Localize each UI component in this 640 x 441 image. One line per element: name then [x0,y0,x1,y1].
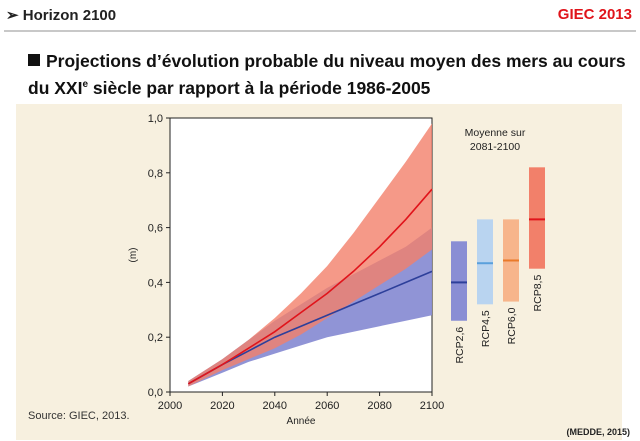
bar-label-rcp6-0: RCP6,0 [506,307,518,344]
heading-line-2-post: siècle par rapport à la période 1986-200… [88,77,431,98]
side-panel-title-2: 2081-2100 [470,141,520,153]
heading-line-1: Projections d’évolution probable du nive… [28,50,628,73]
x-tick-label: 2100 [420,400,444,412]
y-tick-label: 0,6 [148,223,163,235]
x-axis-label: Année [287,416,316,427]
source-caption: Source: GIEC, 2013. [28,410,130,422]
x-tick-label: 2000 [158,400,182,412]
x-tick-label: 2020 [210,400,234,412]
footer-credit: (MEDDE, 2015) [566,427,630,437]
y-axis-label: (m) [128,248,139,263]
side-panel-title-1: Moyenne sur [465,127,526,139]
report-label: GIEC 2013 [557,6,632,23]
mean-line-rcp8-5 [187,188,433,385]
bar-label-rcp2-6: RCP2,6 [454,327,466,364]
section-title: ➢ Horizon 2100 [6,6,116,24]
x-tick-label: 2080 [367,400,391,412]
heading-superscript: e [82,79,89,90]
bar-label-rcp8-5: RCP8,5 [532,275,544,312]
range-bar-rcp8-5 [529,167,545,269]
top-bar: ➢ Horizon 2100 GIEC 2013 [0,0,640,30]
y-tick-label: 0,2 [148,332,163,344]
section-title-text: Horizon 2100 [22,7,117,24]
slide-heading: Projections d’évolution probable du nive… [28,50,628,100]
heading-line-2-pre: du XXI [28,77,83,98]
y-tick-label: 0,8 [148,168,163,180]
x-tick-label: 2060 [315,400,339,412]
y-tick-label: 1,0 [148,113,163,125]
y-tick-label: 0,4 [148,277,163,289]
x-tick-label: 2040 [263,400,287,412]
heading-line-2: du XXIe siècle par rapport à la période … [28,73,628,100]
heading-line-1-text: Projections d’évolution probable du nive… [46,51,626,71]
range-bar-rcp2-6 [451,241,467,321]
square-bullet-icon [28,54,40,66]
y-tick-label: 0,0 [148,387,163,399]
arrow-bullet-icon: ➢ [6,7,19,24]
bar-label-rcp4-5: RCP4,5 [480,310,492,347]
band-rcp8-5 [188,123,432,387]
mean-line-rcp2-6 [187,270,433,385]
range-bar-rcp4-5 [477,219,493,305]
header-divider [4,30,636,32]
